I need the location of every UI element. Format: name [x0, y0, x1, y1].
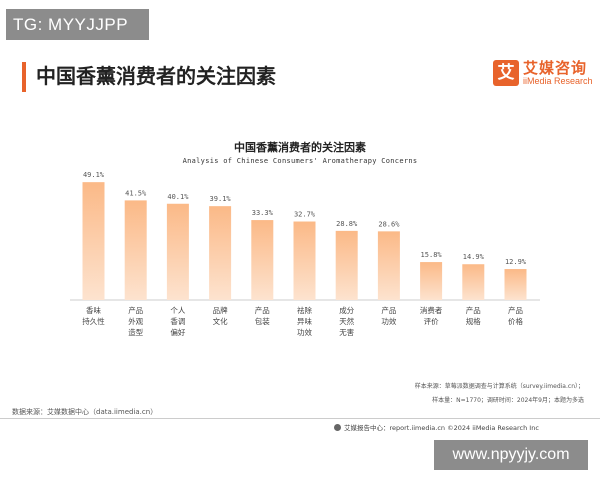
page-title: 中国香薰消费者的关注因素	[36, 64, 276, 88]
bar-value-label: 12.9%	[505, 258, 527, 266]
bar-value-label: 40.1%	[167, 193, 189, 201]
category-label: 外观	[128, 316, 143, 326]
category-label: 祛除	[297, 305, 312, 315]
bar-value-label: 32.7%	[294, 211, 316, 219]
bar	[166, 203, 189, 300]
category-label: 价格	[508, 316, 523, 326]
report-center-icon	[334, 423, 341, 431]
bar	[124, 200, 147, 300]
bar	[251, 220, 274, 300]
bar	[209, 206, 232, 300]
category-label: 产品	[128, 305, 143, 315]
title-accent-bar	[22, 62, 26, 92]
category-label: 香味	[86, 305, 101, 315]
category-label: 产品	[508, 305, 523, 315]
footer-divider	[0, 418, 600, 419]
bar	[293, 221, 316, 300]
bar-value-label: 49.1%	[83, 171, 105, 179]
category-label: 成分	[339, 305, 354, 315]
chart-title: 中国香薰消费者的关注因素	[234, 141, 366, 154]
category-label: 功效	[297, 327, 312, 337]
logo-mark-icon: 艾	[493, 60, 519, 87]
category-label: 产品	[255, 305, 270, 315]
category-label: 产品	[466, 305, 481, 315]
category-label: 异味	[297, 316, 312, 326]
category-label: 个人	[170, 306, 185, 315]
bar-value-label: 14.9%	[463, 253, 485, 261]
category-label: 造型	[128, 327, 143, 337]
category-label: 持久性	[82, 316, 105, 326]
bar-value-label: 28.8%	[336, 220, 358, 228]
watermark-top: TG: MYYJJPP	[6, 9, 149, 40]
category-label: 包装	[255, 316, 270, 326]
category-label: 品牌	[213, 305, 228, 315]
category-label: 偏好	[170, 327, 185, 337]
category-label: 评价	[424, 317, 439, 326]
bar	[504, 269, 527, 300]
data-source: 数据来源：艾媒数据中心（data.iimedia.cn）	[12, 408, 158, 416]
category-label: 无害	[339, 327, 354, 337]
bar-value-label: 15.8%	[421, 251, 443, 259]
bar-value-label: 33.3%	[252, 209, 274, 217]
category-label: 规格	[466, 316, 481, 326]
footer-text: 艾媒报告中心：report.iimedia.cn ©2024 iiMedia R…	[344, 424, 539, 432]
sample-size: 样本量：N=1770；调研时间：2024年9月；本题为多选	[432, 397, 584, 404]
category-label: 文化	[213, 316, 228, 326]
category-label: 消费者	[420, 305, 443, 315]
sample-source: 样本来源：草莓派数据调查与计算系统（survey.iimedia.cn）；	[414, 383, 584, 390]
logo-name-en: iiMedia Research	[523, 75, 593, 86]
chart-subtitle: Analysis of Chinese Consumers' Aromather…	[182, 157, 418, 165]
logo-text: 艾媒咨询 iiMedia Research	[523, 60, 593, 86]
footer: 艾媒报告中心：report.iimedia.cn ©2024 iiMedia R…	[334, 422, 539, 432]
watermark-bottom: www.npyyjy.com	[434, 440, 588, 470]
category-label: 香调	[170, 316, 185, 326]
bar	[420, 262, 443, 300]
bar-value-label: 41.5%	[125, 189, 147, 197]
category-label: 产品	[381, 305, 396, 315]
bar	[335, 230, 358, 300]
bar-value-label: 28.6%	[378, 220, 400, 228]
bar	[377, 231, 400, 300]
bar-value-label: 39.1%	[210, 195, 232, 203]
bar	[462, 264, 485, 300]
bar	[82, 182, 105, 300]
logo-name-cn: 艾媒咨询	[523, 59, 588, 77]
category-label: 天然	[339, 316, 354, 326]
brand-logo: 艾 艾媒咨询 iiMedia Research	[493, 60, 593, 87]
category-label: 功效	[381, 316, 396, 326]
